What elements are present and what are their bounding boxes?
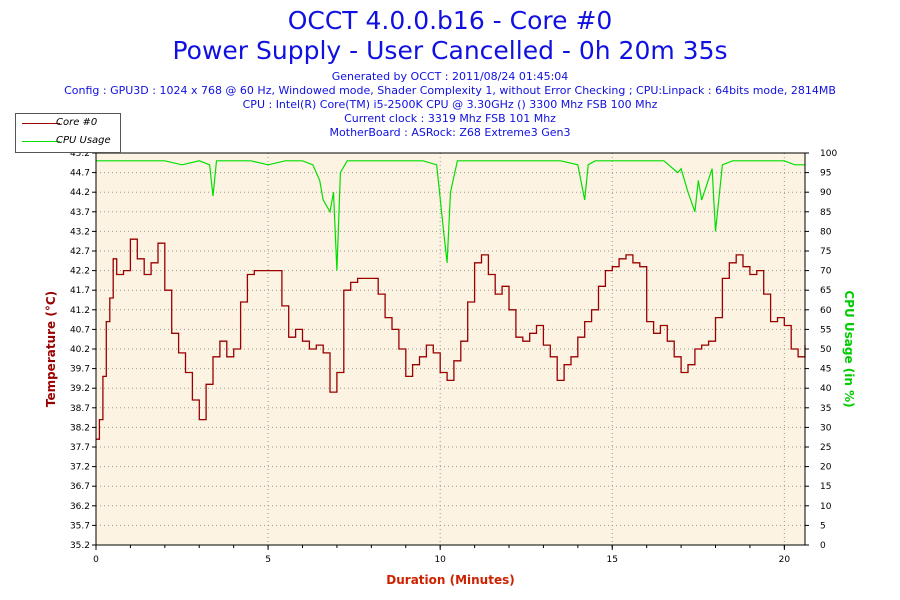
plot-area [96,153,805,545]
y-tick-label-right: 85 [820,208,831,218]
y-tick-label-left: 41.7 [70,286,90,296]
x-tick-label: 15 [607,555,618,565]
y-tick-label-left: 35.7 [70,521,90,531]
y-tick-label-left: 42.7 [70,247,90,257]
y-tick-label-right: 25 [820,443,831,453]
y-tick-label-right: 30 [820,423,832,433]
y-tick-label-right: 10 [820,502,832,512]
y-tick-label-left: 37.2 [70,463,90,473]
legend-swatch-core0 [22,123,60,124]
y-tick-label-left: 39.2 [70,384,90,394]
y-tick-label-left: 39.7 [70,365,90,375]
y-tick-label-left: 45.2 [70,149,90,159]
info-clock: Current clock : 3319 Mhz FSB 101 Mhz [344,112,556,125]
y-tick-label-right: 65 [820,286,831,296]
axis-ticks: 35.2 35.7 36.2 36.7 37.2 37.7 38.2 38.7 39.2 39.7… [70,149,837,565]
y-tick-label-left: 43.7 [70,208,90,218]
series-lines [96,160,806,440]
y-tick-label-left: 40.2 [70,345,90,355]
x-tick-label: 5 [265,555,271,565]
info-config: Config : GPU3D : 1024 x 768 @ 60 Hz, Win… [64,84,836,97]
y-tick-label-left: 36.2 [70,502,90,512]
y-tick-label-right: 55 [820,325,831,335]
y-tick-label-left: 35.2 [70,541,90,551]
info-motherboard: MotherBoard : ASRock: Z68 Extreme3 Gen3 [329,126,571,139]
y-tick-label-left: 44.7 [70,169,90,179]
y-tick-label-right: 75 [820,247,831,257]
series-line-core0 [96,238,806,440]
y-tick-label-right: 100 [820,149,837,159]
y-tick-label-right: 60 [820,306,832,316]
y-tick-label-left: 43.2 [70,227,90,237]
y-axis-label-left: Temperature (°C) [44,291,58,407]
info-generated: Generated by OCCT : 2011/08/24 01:45:04 [331,70,569,83]
y-axis-label-right: CPU Usage (in %) [842,290,856,407]
y-tick-label-right: 0 [820,541,826,551]
y-tick-label-right: 80 [820,227,832,237]
y-tick-label-right: 15 [820,482,831,492]
grid-lines [96,153,805,545]
y-tick-label-right: 45 [820,365,831,375]
legend: Core #0 CPU Usage [15,113,121,153]
y-tick-label-left: 37.7 [70,443,90,453]
y-tick-label-right: 95 [820,169,831,179]
y-tick-label-right: 5 [820,521,826,531]
y-tick-label-left: 38.7 [70,404,90,414]
y-tick-label-left: 41.2 [70,306,90,316]
y-tick-label-right: 35 [820,404,831,414]
y-tick-label-right: 50 [820,345,832,355]
y-tick-label-right: 40 [820,384,832,394]
y-tick-label-left: 36.7 [70,482,90,492]
legend-label-core0: Core #0 [56,117,98,128]
y-tick-label-left: 42.2 [70,267,90,277]
series-line-cpu-usage [96,160,805,271]
plot-border [95,152,806,546]
chart-subtitle: Power Supply - User Cancelled - 0h 20m 3… [172,36,728,65]
x-tick-label: 20 [779,555,791,565]
x-tick-label: 0 [93,555,99,565]
legend-item-core0: Core #0 [16,114,120,132]
chart-title: OCCT 4.0.0.b16 - Core #0 [287,6,613,35]
y-tick-label-left: 38.2 [70,423,90,433]
legend-item-cpu-usage: CPU Usage [16,132,120,150]
info-cpu: CPU : Intel(R) Core(TM) i5-2500K CPU @ 3… [242,98,658,111]
x-axis-label: Duration (Minutes) [386,573,514,587]
y-tick-label-left: 40.7 [70,325,90,335]
y-tick-label-left: 44.2 [70,188,90,198]
legend-swatch-cpu-usage [22,141,60,142]
legend-label-cpu-usage: CPU Usage [56,135,111,146]
y-tick-label-right: 90 [820,188,832,198]
y-tick-label-right: 20 [820,463,832,473]
x-tick-label: 10 [434,555,446,565]
y-tick-label-right: 70 [820,267,832,277]
